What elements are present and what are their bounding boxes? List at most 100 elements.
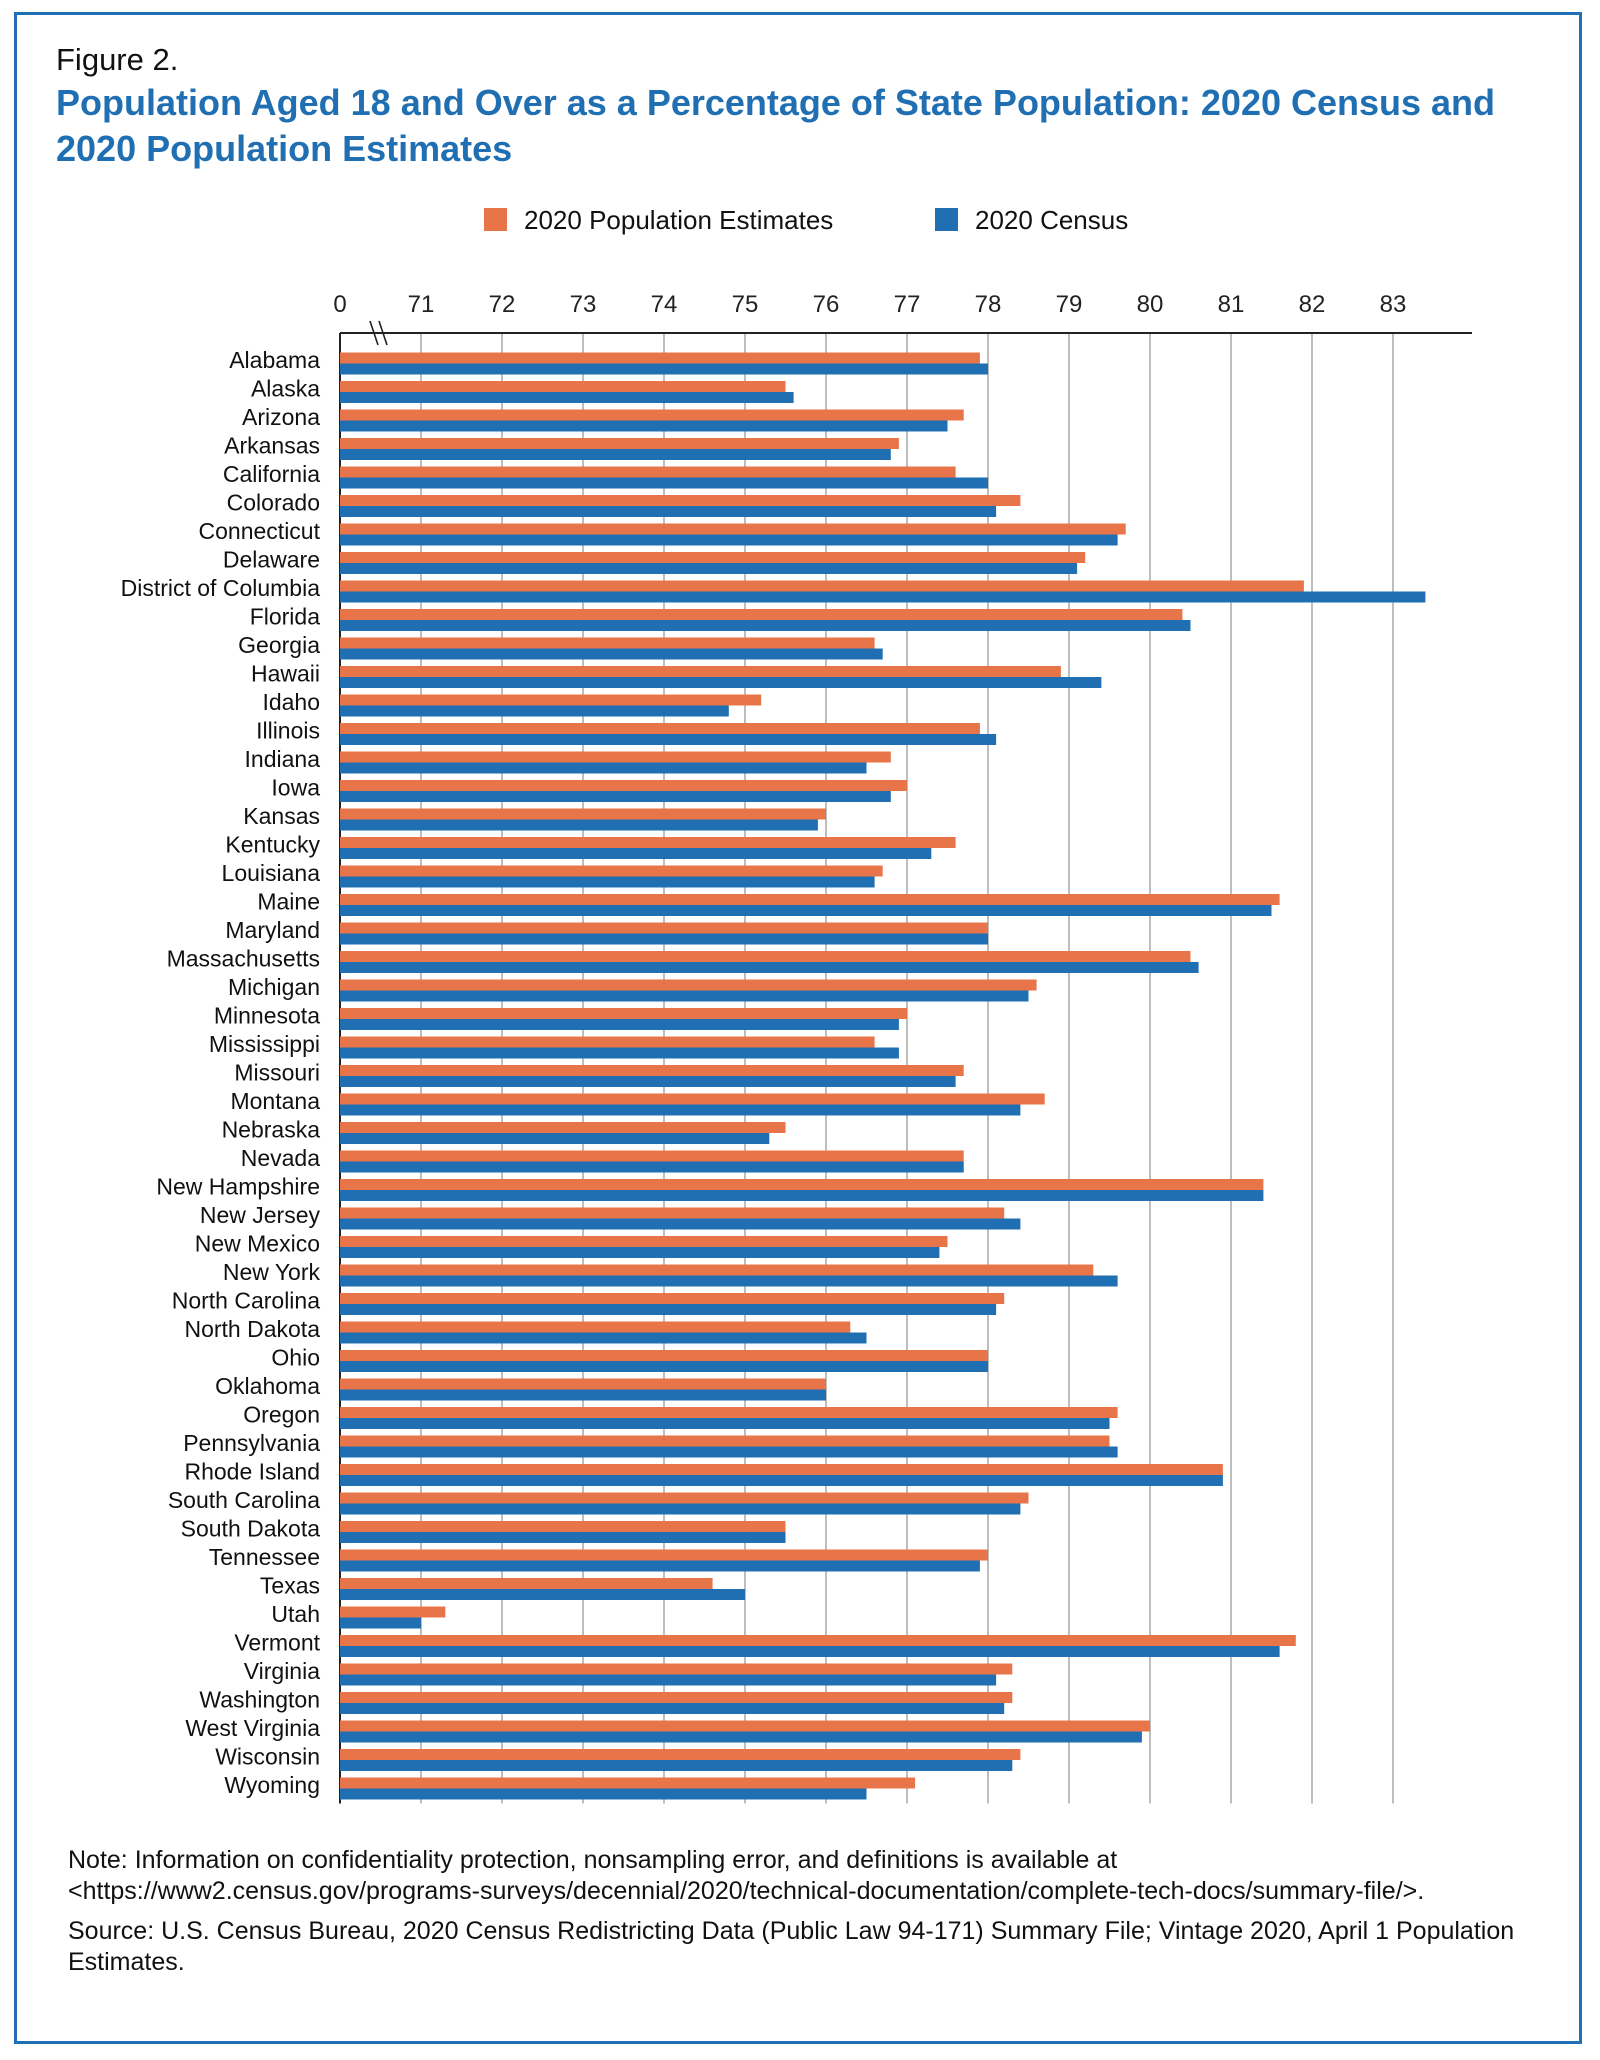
bar-census <box>340 591 1426 603</box>
bar-estimates <box>340 1521 786 1532</box>
category-label: Nebraska <box>222 1117 321 1143</box>
category-label: Kentucky <box>225 832 320 858</box>
bar-census <box>340 1703 1005 1714</box>
bar-census <box>340 705 729 717</box>
legend-label-estimates: 2020 Population Estimates <box>524 205 833 235</box>
bar-estimates <box>340 438 899 449</box>
category-label: Massachusetts <box>167 946 320 972</box>
category-label: Arkansas <box>224 433 320 459</box>
category-label: South Carolina <box>168 1487 320 1513</box>
bar-estimates <box>340 1635 1296 1646</box>
note-text: Note: Information on confidentiality pro… <box>68 1846 1118 1874</box>
bar-estimates <box>340 808 826 820</box>
category-label: Connecticut <box>199 518 321 544</box>
bar-census <box>340 1389 826 1401</box>
category-label: Kansas <box>243 803 320 829</box>
category-label: Florida <box>250 604 321 630</box>
bar-census <box>340 1161 964 1173</box>
bar-census <box>340 1218 1021 1230</box>
bar-estimates <box>340 1264 1094 1276</box>
bar-estimates <box>340 837 956 848</box>
bar-census <box>340 477 988 489</box>
category-label: Wisconsin <box>215 1744 320 1770</box>
bar-census <box>340 762 867 774</box>
category-label: Colorado <box>227 490 320 516</box>
bar-chart: 2020 Population Estimates 2020 Census 0 71 7… <box>121 205 1472 1804</box>
bar-census <box>340 1760 1013 1771</box>
bar-census <box>340 449 891 460</box>
chart-notes: Note: Information on confidentiality pro… <box>68 1845 1538 1987</box>
bar-census <box>340 962 1199 973</box>
category-label: South Dakota <box>181 1516 321 1542</box>
x-tick-label: 74 <box>651 291 678 318</box>
bar-estimates <box>340 894 1280 905</box>
bar-estimates <box>340 495 1021 506</box>
bar-census <box>340 620 1191 631</box>
bar-estimates <box>340 1606 446 1618</box>
bar-estimates <box>340 1350 988 1361</box>
category-label: Pennsylvania <box>183 1430 320 1456</box>
category-label: New Mexico <box>195 1231 320 1257</box>
bar-census <box>340 1019 899 1030</box>
bar-census <box>340 791 891 802</box>
category-label: New York <box>223 1259 321 1285</box>
bar-census <box>340 1076 956 1087</box>
x-tick-label: 81 <box>1218 291 1245 318</box>
bar-estimates <box>340 780 907 791</box>
category-label: Maryland <box>225 917 320 943</box>
legend-swatch-census <box>935 208 958 231</box>
bar-census <box>340 1361 988 1372</box>
bar-estimates <box>340 1293 1005 1304</box>
category-label: Utah <box>271 1601 320 1627</box>
bar-estimates <box>340 1036 875 1048</box>
category-label: Montana <box>230 1088 320 1114</box>
category-label: Rhode Island <box>184 1459 320 1485</box>
figure-label: Figure 2. <box>56 42 179 77</box>
bar-estimates <box>340 1150 964 1162</box>
bar-estimates <box>340 523 1126 535</box>
category-label: Tennessee <box>209 1544 320 1570</box>
x-tick-label: 71 <box>408 291 435 318</box>
x-tick-label: 0 <box>333 291 346 318</box>
bar-census <box>340 1731 1142 1743</box>
x-tick-label: 80 <box>1137 291 1164 318</box>
x-tick-label: 73 <box>570 291 597 318</box>
bar-estimates <box>340 694 762 706</box>
bar-census <box>340 990 1029 1002</box>
bar-census <box>340 1418 1110 1429</box>
bar-estimates <box>340 1122 786 1133</box>
bar-estimates <box>340 637 875 649</box>
category-label: Ohio <box>271 1345 320 1371</box>
category-label: Oregon <box>243 1402 320 1428</box>
bar-census <box>340 1674 997 1686</box>
bar-estimates <box>340 580 1304 592</box>
bar-estimates <box>340 1179 1264 1190</box>
category-label: New Jersey <box>200 1202 321 1228</box>
bar-census <box>340 1475 1223 1486</box>
bar-census <box>340 1589 745 1600</box>
category-label: Missouri <box>234 1060 320 1086</box>
bar-census <box>340 933 988 945</box>
chart-title: Population Aged 18 and Over as a Percent… <box>56 82 1496 169</box>
category-label: Michigan <box>228 974 320 1000</box>
bar-census <box>340 534 1118 546</box>
note: Note: Information on confidentiality pro… <box>68 1845 1538 1907</box>
axis-break-mark <box>369 320 379 346</box>
category-label: Louisiana <box>222 860 321 886</box>
bar-census <box>340 1190 1264 1201</box>
category-label: Arizona <box>242 404 320 430</box>
source-note: Source: U.S. Census Bureau, 2020 Census … <box>68 1917 1515 1976</box>
bar-estimates <box>340 1321 851 1333</box>
category-label: Oklahoma <box>215 1373 320 1399</box>
category-label: Delaware <box>223 547 320 573</box>
bar-estimates <box>340 723 980 734</box>
category-label: Wyoming <box>224 1772 320 1798</box>
bar-census <box>340 1532 786 1543</box>
category-label: North Dakota <box>184 1316 320 1342</box>
bar-census <box>340 1133 770 1144</box>
bar-census <box>340 848 932 859</box>
note-url: <https://www2.census.gov/programs-survey… <box>68 1877 1425 1905</box>
category-label: Minnesota <box>214 1003 320 1029</box>
category-label: Mississippi <box>209 1031 320 1057</box>
category-label: Illinois <box>256 718 320 744</box>
